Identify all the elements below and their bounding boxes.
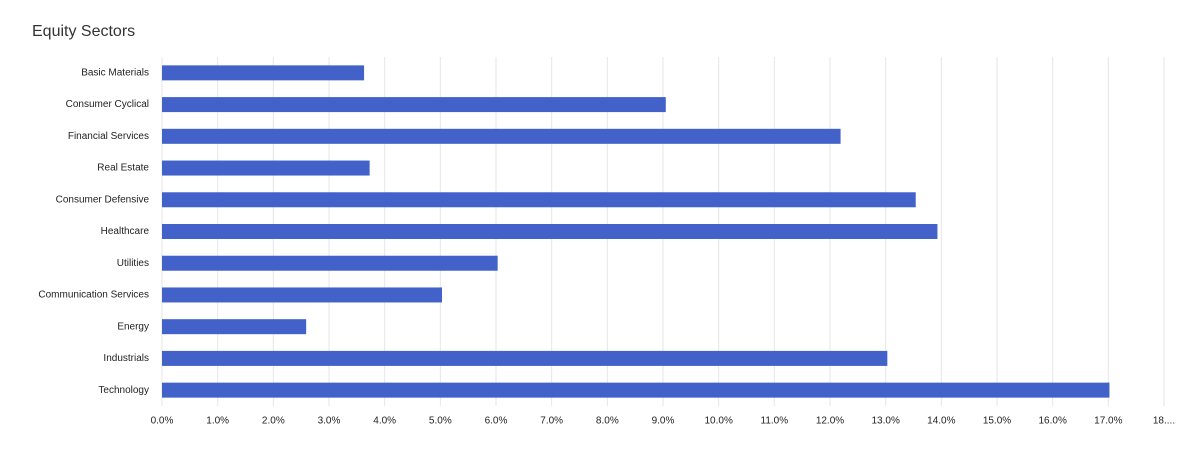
bar bbox=[162, 350, 888, 366]
x-tick-label: 0.0% bbox=[151, 416, 174, 427]
bar bbox=[162, 382, 1110, 398]
bar bbox=[162, 255, 498, 271]
y-tick-label: Communication Services bbox=[38, 290, 149, 301]
bar bbox=[162, 128, 841, 144]
bar bbox=[162, 287, 443, 303]
x-tick-label: 2.0% bbox=[262, 416, 285, 427]
bar bbox=[162, 319, 307, 335]
bar bbox=[162, 160, 370, 176]
x-tick-label: 3.0% bbox=[318, 416, 341, 427]
y-tick-label: Utilities bbox=[117, 258, 149, 269]
bar bbox=[162, 97, 666, 113]
bar bbox=[162, 65, 365, 81]
x-tick-label: 15.0% bbox=[983, 416, 1011, 427]
x-tick-label: 5.0% bbox=[429, 416, 452, 427]
x-tick-label: 10.0% bbox=[704, 416, 732, 427]
x-tick-label: 9.0% bbox=[652, 416, 675, 427]
x-tick-label: 7.0% bbox=[540, 416, 563, 427]
x-tick-label: 11.0% bbox=[761, 416, 789, 427]
x-tick-label: 13.0% bbox=[871, 416, 899, 427]
x-tick-label: 14.0% bbox=[927, 416, 955, 427]
bar bbox=[162, 192, 916, 208]
y-tick-label: Energy bbox=[117, 321, 149, 332]
y-tick-label: Industrials bbox=[103, 353, 149, 364]
x-tick-label: 4.0% bbox=[373, 416, 396, 427]
y-tick-label: Financial Services bbox=[68, 131, 149, 142]
chart-title: Equity Sectors bbox=[32, 23, 135, 40]
y-tick-label: Real Estate bbox=[97, 163, 149, 174]
x-tick-label: 8.0% bbox=[596, 416, 619, 427]
x-tick-label: 16.0% bbox=[1038, 416, 1066, 427]
y-tick-label: Consumer Cyclical bbox=[66, 99, 149, 110]
y-tick-label: Healthcare bbox=[101, 226, 150, 237]
y-tick-label: Basic Materials bbox=[81, 68, 149, 79]
y-tick-label: Consumer Defensive bbox=[56, 194, 150, 205]
x-tick-label: 17.0% bbox=[1094, 416, 1122, 427]
y-tick-label: Technology bbox=[98, 385, 149, 396]
x-tick-label: 6.0% bbox=[485, 416, 508, 427]
x-tick-label: 12.0% bbox=[816, 416, 844, 427]
x-tick-label: 1.0% bbox=[206, 416, 229, 427]
x-tick-label: 18.... bbox=[1153, 416, 1175, 427]
bar bbox=[162, 224, 938, 239]
